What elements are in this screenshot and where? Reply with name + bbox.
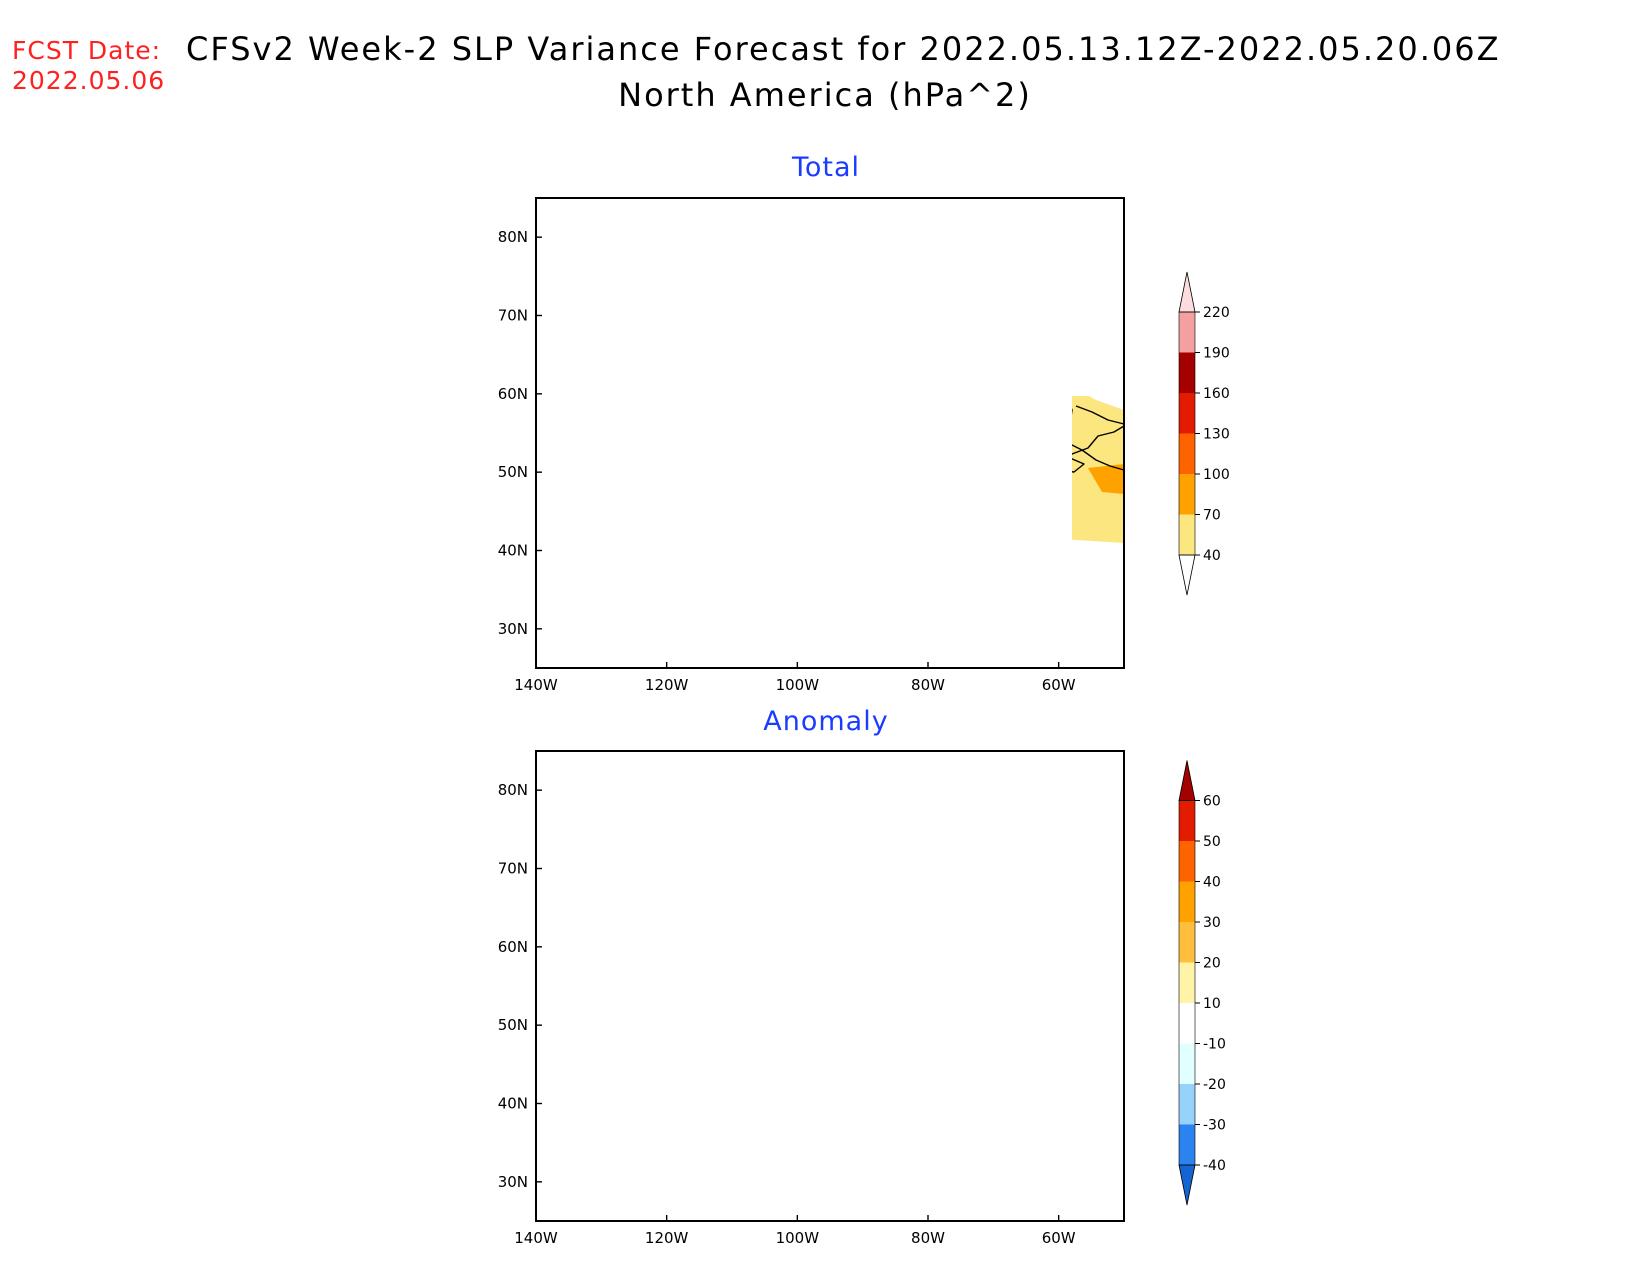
- colorbar-upper-triangle: [1178, 271, 1196, 313]
- colorbar-segment: [1179, 514, 1195, 555]
- colorbar-segment: [1179, 962, 1195, 1003]
- colorbar-label: -40: [1203, 1158, 1226, 1174]
- colorbar-segment: [1179, 352, 1195, 393]
- anomaly-contour-neg10-neg20: [1072, 787, 1124, 971]
- anomaly-contour-neg-spot: [908, 1097, 932, 1113]
- anomaly-contour-10-20-spot: [564, 1021, 572, 1029]
- colorbar-segment: [1179, 841, 1195, 882]
- colorbar-lower-triangle: [1178, 554, 1196, 596]
- colorbar-upper-triangle: [1178, 760, 1196, 801]
- forecast-date-label: FCST Date:: [12, 36, 162, 65]
- lon-tick-label: 100W: [776, 676, 820, 694]
- colorbar-segment: [1179, 922, 1195, 963]
- panel-title-total: Total: [791, 152, 861, 183]
- colorbar-label: 40: [1203, 875, 1221, 891]
- lon-tick-label: 60W: [1042, 1229, 1076, 1247]
- lon-tick-label: 60W: [1042, 676, 1076, 694]
- colorbar-label: 50: [1203, 834, 1221, 850]
- forecast-date-value: 2022.05.06: [12, 66, 166, 95]
- colorbar-label: -20: [1203, 1077, 1226, 1093]
- colorbar-segment: [1179, 800, 1195, 841]
- colorbar-label: 100: [1203, 467, 1230, 483]
- lat-tick-label: 40N: [498, 542, 528, 560]
- anomaly-contour-10-20-nw: [536, 761, 732, 941]
- total-contour-40-70: [1072, 396, 1124, 543]
- total-contour-spot: [754, 494, 772, 510]
- colorbar-segment: [1179, 1124, 1195, 1165]
- colorbar-label: 30: [1203, 915, 1221, 931]
- panel-title-anomaly: Anomaly: [763, 706, 889, 737]
- lon-tick-label: 100W: [776, 1229, 820, 1247]
- colorbar-layer: 40 70 100 130 160 190 220 -40 -30 -20 -10 10 20 30 40 5…: [1178, 271, 1230, 1206]
- colorbar-segment: [1179, 881, 1195, 922]
- anomaly-contour-20-30-nw: [536, 787, 626, 911]
- lon-tick-label: 140W: [514, 676, 558, 694]
- colorbar-label: 10: [1203, 996, 1221, 1012]
- anomaly-contour-20-30-east: [914, 927, 1040, 989]
- colorbar-segment: [1179, 1084, 1195, 1125]
- total-contour-spot-2: [782, 538, 788, 572]
- lon-tick-label: 140W: [514, 1229, 558, 1247]
- lat-tick-label: 40N: [498, 1095, 528, 1113]
- colorbar-segment: [1179, 312, 1195, 353]
- lon-tick-label: 120W: [645, 676, 689, 694]
- colorbar-label: 70: [1203, 508, 1221, 524]
- colorbar-segment: [1179, 393, 1195, 434]
- colorbar-label: 40: [1203, 548, 1221, 564]
- lon-tick-label: 80W: [911, 676, 945, 694]
- lat-tick-label: 70N: [498, 307, 528, 325]
- map-total: [536, 392, 1125, 669]
- colorbar-segment: [1179, 1043, 1195, 1084]
- colorbar-label: 190: [1203, 346, 1230, 362]
- lat-tick-label: 50N: [498, 463, 528, 481]
- total-contour-70-100-a: [981, 392, 1012, 420]
- colorbar-label: 160: [1203, 386, 1230, 402]
- lat-tick-label: 60N: [498, 385, 528, 403]
- total-contour-west: [536, 414, 596, 480]
- lat-tick-label: 60N: [498, 938, 528, 956]
- lat-tick-label: 50N: [498, 1016, 528, 1034]
- lat-tick-label: 30N: [498, 1173, 528, 1191]
- colorbar-label: 60: [1203, 794, 1221, 810]
- colorbar-label: 20: [1203, 956, 1221, 972]
- axes-layer: 30N 40N 50N 60N 70N 80N 140W 120W 100W 80W 60W 30N 4…: [498, 228, 1076, 1247]
- colorbar-label: 130: [1203, 427, 1230, 443]
- colorbar-label: -30: [1203, 1118, 1226, 1134]
- colorbar-segment: [1179, 433, 1195, 474]
- colorbar-segment: [1179, 474, 1195, 515]
- lat-tick-label: 80N: [498, 781, 528, 799]
- lat-tick-label: 80N: [498, 228, 528, 246]
- colorbar-lower-triangle: [1178, 1164, 1196, 1206]
- lat-tick-label: 30N: [498, 620, 528, 638]
- page-title: CFSv2 Week-2 SLP Variance Forecast for 2…: [186, 30, 1501, 68]
- lon-tick-label: 80W: [911, 1229, 945, 1247]
- map-anomaly: [536, 751, 1124, 1221]
- total-contour-70-100-b: [1088, 464, 1124, 494]
- anomaly-contour-10-20-east: [886, 891, 1124, 1061]
- map-frame-total: [535, 197, 1125, 669]
- colorbar-segment: [1179, 1003, 1195, 1044]
- lat-tick-label: 70N: [498, 860, 528, 878]
- map-frame-anomaly: [535, 750, 1125, 1222]
- forecast-date-block: FCST Date: 2022.05.06: [12, 36, 165, 96]
- lon-tick-label: 120W: [645, 1229, 689, 1247]
- colorbar-label: 220: [1203, 305, 1230, 321]
- colorbar-frame: [1178, 800, 1196, 1166]
- colorbar-label: -10: [1203, 1037, 1226, 1053]
- page-subtitle: North America (hPa^2): [618, 76, 1032, 114]
- anomaly-contour-30-40: [984, 939, 1016, 957]
